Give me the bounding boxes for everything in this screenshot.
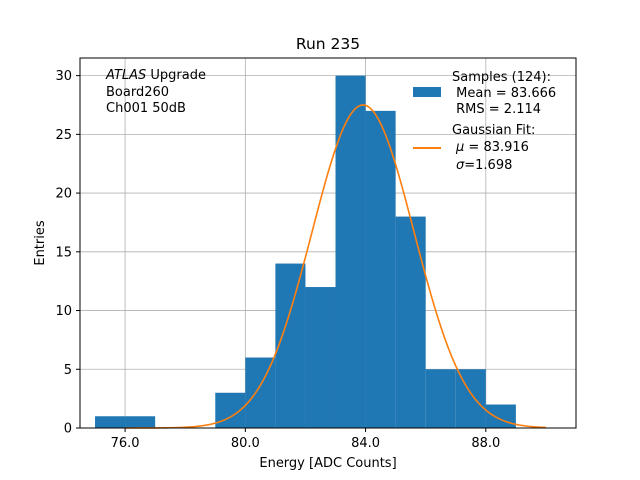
legend-hist-line-1: Samples (124):: [452, 70, 551, 85]
x-tick-label: 84.0: [351, 436, 380, 451]
histogram-bars: [95, 75, 516, 428]
x-tick-label: 80.0: [231, 436, 260, 451]
histogram-bar: [485, 404, 516, 428]
histogram-bar: [455, 369, 486, 428]
legend-mu-value: = 83.916: [468, 140, 529, 155]
y-tick-label: 30: [55, 69, 72, 84]
y-axis-ticks: 0 5 10 15 20 25 30: [55, 69, 80, 437]
histogram-bar: [335, 75, 366, 428]
y-axis-label: Entries: [33, 220, 48, 266]
y-tick-label: 0: [64, 422, 72, 437]
x-tick-label: 88.0: [471, 436, 500, 451]
annotation-upgrade: Upgrade: [146, 68, 206, 83]
y-tick-label: 25: [55, 128, 72, 143]
y-tick-label: 15: [55, 245, 72, 260]
legend-fit-line-1: Gaussian Fit:: [452, 123, 535, 138]
legend-mu-symbol: μ: [455, 140, 464, 155]
legend-hist-line-3: RMS = 2.114: [452, 102, 541, 117]
annotation-board: Board260: [106, 85, 169, 100]
histogram-bar: [395, 216, 426, 428]
legend-sigma-symbol: σ: [456, 158, 465, 173]
axes-frame: [79, 57, 577, 429]
y-tick-label: 20: [55, 187, 72, 202]
atlas-annotation: ATLAS Upgrade Board260 Ch001 50dB: [105, 68, 206, 116]
annotation-line-1: ATLAS Upgrade: [105, 68, 206, 83]
histogram-bar: [305, 287, 336, 428]
x-axis-label: Energy [ADC Counts]: [259, 456, 396, 471]
histogram-bar: [95, 416, 126, 428]
histogram-bar: [365, 110, 396, 428]
legend-mean: Mean = 83.666: [456, 86, 556, 101]
gaussian-fit-layer: [125, 104, 546, 429]
gaussian-fit-curve: [125, 104, 546, 429]
y-tick-label: 10: [55, 304, 72, 319]
legend-fit-line-2: μ = 83.916: [455, 140, 529, 155]
histogram-bar: [125, 416, 156, 428]
legend-hist-swatch: [413, 87, 441, 97]
annotation-line-2: Board260: [106, 85, 169, 100]
legend-fit-line-3: σ=1.698: [456, 158, 512, 173]
annotation-line-3: Ch001 50dB: [106, 101, 186, 116]
histogram-bar: [245, 357, 276, 428]
histogram-bar: [425, 369, 456, 428]
x-axis-ticks: 76.0 80.0 84.0 88.0: [111, 428, 500, 451]
legend: Samples (124): Mean = 83.666 RMS = 2.114…: [413, 70, 556, 173]
legend-rms: RMS = 2.114: [456, 102, 541, 117]
chart-title: Run 235: [296, 35, 360, 53]
annotation-channel: Ch001 50dB: [106, 101, 186, 116]
legend-sigma-value: =1.698: [464, 158, 512, 173]
y-tick-label: 5: [64, 363, 72, 378]
x-tick-label: 76.0: [111, 436, 140, 451]
histogram-bar: [275, 263, 306, 428]
legend-hist-line-2: Mean = 83.666: [452, 86, 556, 101]
annotation-atlas: ATLAS: [105, 68, 146, 83]
